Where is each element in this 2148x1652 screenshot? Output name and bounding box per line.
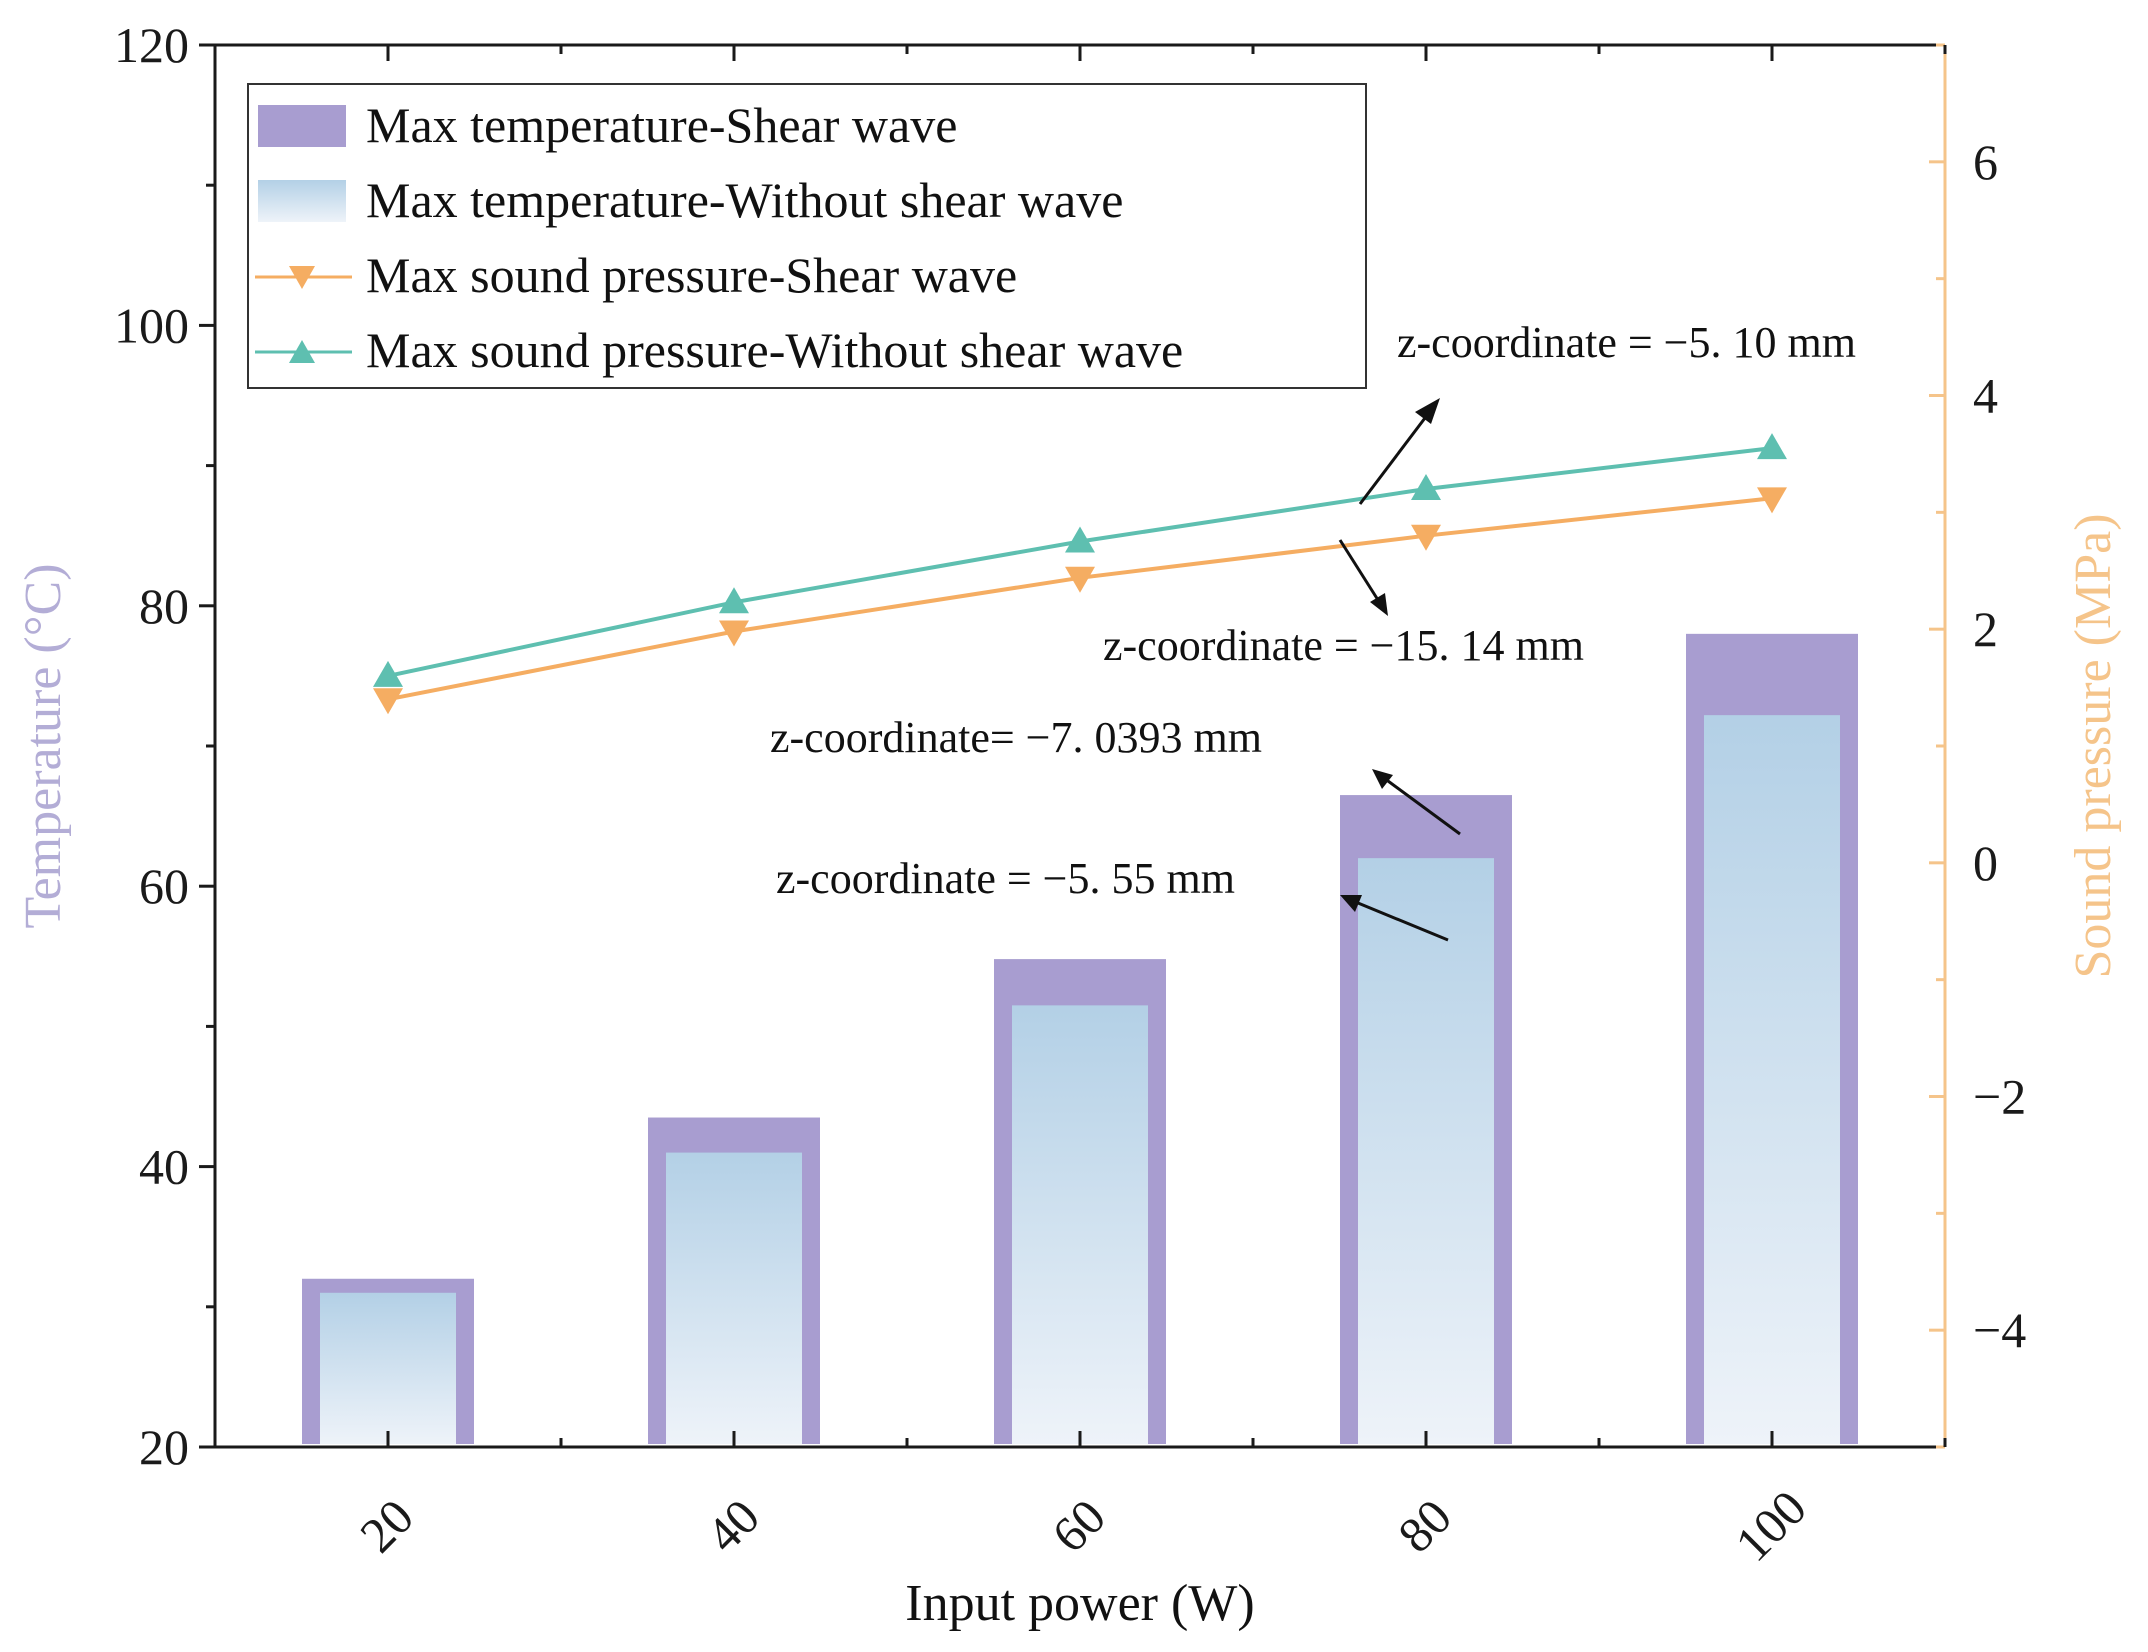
right-tick-label: −2 — [1973, 1069, 2026, 1125]
lines-layer — [373, 433, 1787, 715]
bar-noshear-temp-100 — [1704, 715, 1840, 1444]
legend-marker-triangle-up-icon — [289, 340, 315, 363]
annotation-arrowhead-noshear-pressure-icon — [1415, 398, 1440, 424]
annotation-arrow-noshear-temp — [1357, 901, 1449, 942]
annotation-arrowhead-shear-temp-icon — [1372, 769, 1393, 789]
legend-box — [247, 83, 1367, 389]
marker-series-0-40 — [719, 620, 749, 647]
right-tick-label: 2 — [1973, 601, 1998, 657]
marker-series-0-60 — [1065, 566, 1095, 593]
marker-series-0-20 — [373, 688, 403, 715]
bar-noshear-temp-80 — [1358, 858, 1494, 1444]
legend-label-noshear-pressure: Max sound pressure-Without shear wave — [366, 322, 1183, 378]
marker-series-1-100 — [1757, 433, 1787, 460]
right-axis-title: Sound pressure (MPa) — [2065, 513, 2122, 978]
left-axis-title: Temperature (°C) — [15, 563, 72, 928]
annotation-arrow-noshear-pressure — [1358, 413, 1430, 505]
bars-layer — [302, 633, 1858, 1444]
right-tick-label: 6 — [1973, 134, 1998, 190]
left-tick-label: 100 — [114, 297, 189, 353]
legend-swatch-noshear-temp — [258, 180, 346, 222]
annotation-arrow-shear-temp — [1387, 779, 1461, 836]
marker-series-0-100 — [1757, 487, 1787, 514]
annotation-arrowhead-shear-pressure-icon — [1370, 593, 1388, 616]
annotation-arrow-shear-pressure — [1338, 539, 1380, 601]
x-tick-label: 20 — [349, 1488, 424, 1563]
right-tick-label: 0 — [1973, 835, 1998, 891]
left-tick-label: 80 — [139, 578, 189, 634]
x-axis-title: Input power (W) — [905, 1575, 1254, 1632]
annotation-text-noshear-pressure: z-coordinate = −5. 10 mm — [1397, 318, 1856, 367]
left-tick-label: 120 — [114, 17, 189, 73]
left-tick-label: 40 — [139, 1139, 189, 1195]
marker-series-1-20 — [373, 660, 403, 687]
marker-series-1-60 — [1065, 526, 1095, 553]
legend-swatch-shear-temp — [258, 105, 346, 147]
legend-label-shear-pressure: Max sound pressure-Shear wave — [366, 247, 1017, 303]
bar-noshear-temp-20 — [320, 1292, 456, 1444]
right-tick-label: 4 — [1973, 368, 1998, 424]
right-tick-label: −4 — [1973, 1302, 2026, 1358]
x-tick-label: 40 — [695, 1488, 770, 1563]
legend-label-noshear-temp: Max temperature-Without shear wave — [366, 172, 1123, 228]
bar-noshear-temp-40 — [666, 1152, 802, 1444]
marker-series-1-40 — [719, 587, 749, 614]
x-tick-label: 60 — [1041, 1488, 1116, 1563]
x-tick-label: 80 — [1387, 1488, 1462, 1563]
legend-marker-triangle-down-icon — [289, 266, 315, 289]
annotations: z-coordinate = −5. 10 mm z-coordinate = … — [770, 318, 1856, 942]
marker-series-1-80 — [1411, 473, 1441, 500]
annotation-text-noshear-temp: z-coordinate = −5. 55 mm — [776, 854, 1235, 903]
annotation-text-shear-pressure: z-coordinate = −15. 14 mm — [1103, 621, 1584, 670]
annotation-text-shear-temp: z-coordinate= −7. 0393 mm — [770, 713, 1262, 762]
marker-series-0-80 — [1411, 524, 1441, 551]
bar-noshear-temp-60 — [1012, 1005, 1148, 1444]
left-tick-label: 60 — [139, 858, 189, 914]
legend: Max temperature-Shear wave Max temperatu… — [247, 83, 1367, 389]
annotation-arrowhead-noshear-temp-icon — [1340, 895, 1362, 912]
legend-label-shear-temp: Max temperature-Shear wave — [366, 97, 957, 153]
x-tick-label: 100 — [1724, 1479, 1817, 1572]
left-tick-label: 20 — [139, 1419, 189, 1475]
